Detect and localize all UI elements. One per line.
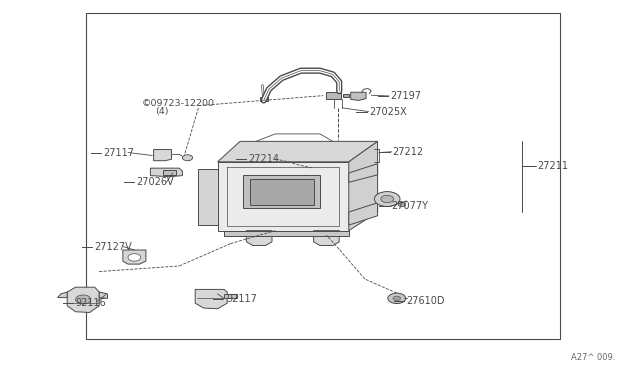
Circle shape — [374, 192, 400, 206]
Circle shape — [393, 296, 401, 301]
Text: 27117: 27117 — [104, 148, 134, 157]
Text: 27197: 27197 — [390, 91, 421, 101]
Polygon shape — [349, 203, 378, 225]
Polygon shape — [314, 231, 339, 246]
Polygon shape — [224, 294, 237, 298]
Bar — [86, 13, 560, 339]
Text: 92116: 92116 — [76, 298, 106, 308]
Text: (4): (4) — [155, 107, 168, 116]
Text: 27127V: 27127V — [95, 242, 132, 251]
Polygon shape — [343, 94, 349, 97]
Polygon shape — [243, 175, 320, 208]
Circle shape — [182, 155, 193, 161]
Polygon shape — [218, 141, 378, 162]
Polygon shape — [99, 292, 108, 298]
Polygon shape — [250, 179, 314, 205]
Polygon shape — [246, 231, 272, 246]
Text: 27211: 27211 — [538, 161, 568, 170]
Circle shape — [128, 254, 141, 261]
Polygon shape — [349, 141, 378, 231]
Polygon shape — [326, 92, 341, 99]
Text: 27610D: 27610D — [406, 296, 445, 306]
Polygon shape — [260, 97, 268, 101]
Polygon shape — [154, 150, 172, 161]
Text: 27025X: 27025X — [369, 107, 407, 116]
Polygon shape — [195, 289, 227, 309]
Polygon shape — [218, 162, 349, 231]
Text: 27212: 27212 — [392, 147, 424, 157]
Text: A27^ 009.: A27^ 009. — [572, 353, 616, 362]
Text: 92117: 92117 — [226, 295, 257, 304]
Text: 27077Y: 27077Y — [392, 202, 429, 211]
Polygon shape — [123, 250, 146, 264]
Polygon shape — [198, 169, 218, 225]
Text: 27026V: 27026V — [136, 177, 174, 187]
Polygon shape — [351, 92, 366, 100]
Polygon shape — [163, 170, 176, 175]
Polygon shape — [224, 231, 349, 236]
Polygon shape — [67, 287, 99, 312]
Text: 27214: 27214 — [248, 154, 279, 164]
Circle shape — [388, 293, 406, 304]
Circle shape — [381, 195, 394, 203]
Polygon shape — [58, 292, 67, 298]
Text: ©09723-12200: ©09723-12200 — [142, 99, 215, 108]
Circle shape — [76, 295, 91, 304]
Polygon shape — [150, 168, 182, 177]
Circle shape — [398, 202, 406, 207]
Polygon shape — [349, 164, 378, 182]
